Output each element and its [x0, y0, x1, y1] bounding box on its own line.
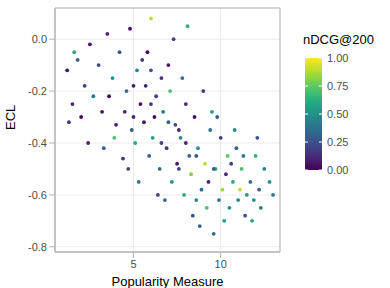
svg-text:Popularity Measure: Popularity Measure: [112, 274, 224, 288]
svg-text:-0.4: -0.4: [28, 137, 47, 149]
svg-text:0.50: 0.50: [327, 108, 348, 120]
svg-text:ECL: ECL: [8, 105, 18, 130]
svg-text:0.25: 0.25: [327, 136, 348, 148]
svg-text:5: 5: [130, 258, 136, 270]
svg-text:0.00: 0.00: [327, 164, 348, 176]
svg-text:nDCG@200: nDCG@200: [303, 32, 374, 47]
svg-text:-0.2: -0.2: [28, 85, 47, 97]
svg-text:-0.6: -0.6: [28, 189, 47, 201]
svg-text:10: 10: [215, 258, 227, 270]
svg-text:0.0: 0.0: [32, 33, 47, 45]
svg-text:1.00: 1.00: [327, 52, 348, 64]
svg-text:-0.8: -0.8: [28, 241, 47, 253]
svg-text:0.75: 0.75: [327, 80, 348, 92]
